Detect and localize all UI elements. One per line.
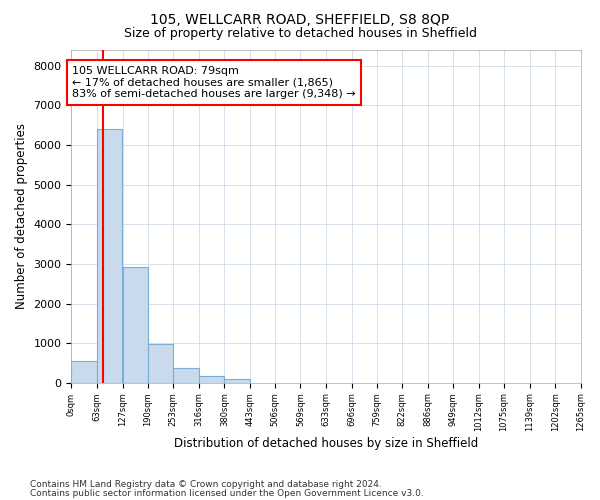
Y-axis label: Number of detached properties: Number of detached properties bbox=[15, 124, 28, 310]
Bar bbox=[97, 129, 122, 382]
Text: Contains public sector information licensed under the Open Government Licence v3: Contains public sector information licen… bbox=[30, 488, 424, 498]
Bar bbox=[199, 376, 224, 382]
Bar bbox=[148, 344, 173, 383]
Text: 105, WELLCARR ROAD, SHEFFIELD, S8 8QP: 105, WELLCARR ROAD, SHEFFIELD, S8 8QP bbox=[151, 12, 449, 26]
Text: Size of property relative to detached houses in Sheffield: Size of property relative to detached ho… bbox=[124, 28, 476, 40]
Bar bbox=[122, 267, 148, 382]
Text: Contains HM Land Registry data © Crown copyright and database right 2024.: Contains HM Land Registry data © Crown c… bbox=[30, 480, 382, 489]
Bar bbox=[173, 368, 199, 382]
Text: 105 WELLCARR ROAD: 79sqm
← 17% of detached houses are smaller (1,865)
83% of sem: 105 WELLCARR ROAD: 79sqm ← 17% of detach… bbox=[72, 66, 356, 99]
X-axis label: Distribution of detached houses by size in Sheffield: Distribution of detached houses by size … bbox=[174, 437, 478, 450]
Bar bbox=[71, 361, 97, 382]
Bar bbox=[224, 379, 250, 382]
